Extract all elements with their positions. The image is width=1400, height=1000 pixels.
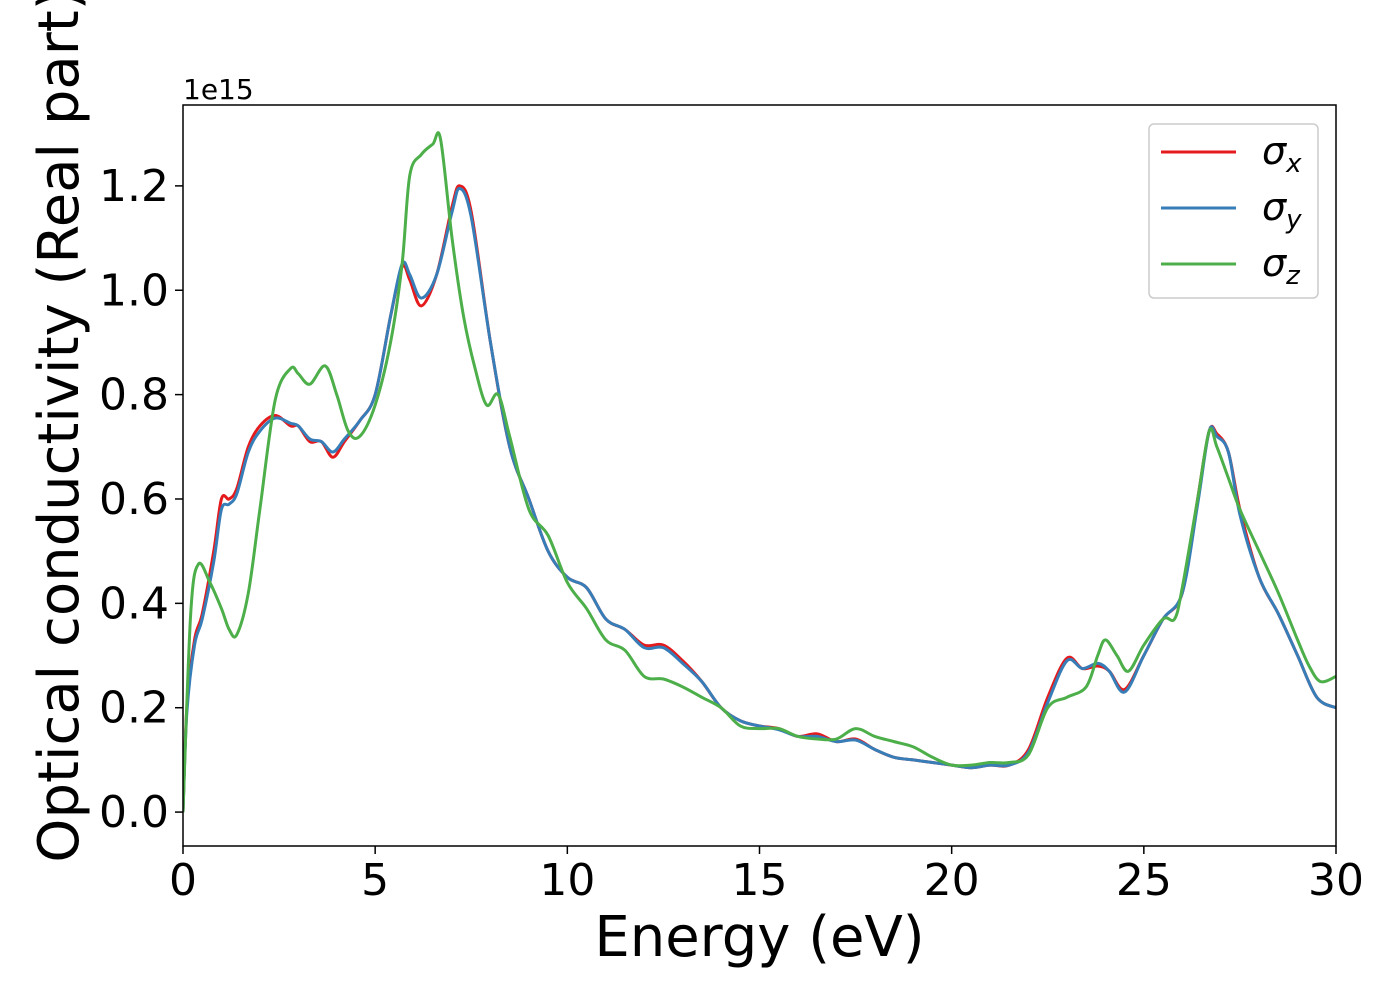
legend-label-z: σz xyxy=(1262,241,1301,291)
series-lines xyxy=(183,131,1336,813)
legend-label-x: σx xyxy=(1262,129,1302,179)
y-tick-label: 0.8 xyxy=(99,370,169,421)
x-axis: 0 5 10 15 20 25 30 xyxy=(169,846,1364,906)
legend: σx σy σz xyxy=(1148,123,1319,299)
y-tick-label: 0.6 xyxy=(99,474,169,525)
y-offset-text: 1e15 xyxy=(183,73,254,106)
x-tick-label: 0 xyxy=(169,855,197,906)
series-line-z xyxy=(183,131,1336,813)
x-tick-label: 25 xyxy=(1116,855,1172,906)
legend-label-y: σy xyxy=(1262,185,1302,235)
x-tick-label: 15 xyxy=(732,855,788,906)
x-tick-label: 10 xyxy=(539,855,595,906)
y-tick-label: 1.0 xyxy=(99,265,169,316)
y-tick-label: 0.4 xyxy=(99,578,169,629)
y-tick-label: 1.2 xyxy=(99,161,169,212)
y-tick-label: 0.0 xyxy=(99,787,169,838)
x-axis-title: Energy (eV) xyxy=(594,905,924,970)
legend-box xyxy=(1148,123,1319,299)
y-tick-label: 0.2 xyxy=(99,683,169,734)
x-tick-label: 5 xyxy=(361,855,389,906)
y-axis: 0.0 0.2 0.4 0.6 0.8 1.0 1.2 xyxy=(99,161,183,838)
series-line-y xyxy=(183,186,1336,813)
x-tick-label: 20 xyxy=(924,855,980,906)
y-axis-title: Optical conductivity (Real part) xyxy=(27,0,92,863)
x-tick-label: 30 xyxy=(1308,855,1364,906)
